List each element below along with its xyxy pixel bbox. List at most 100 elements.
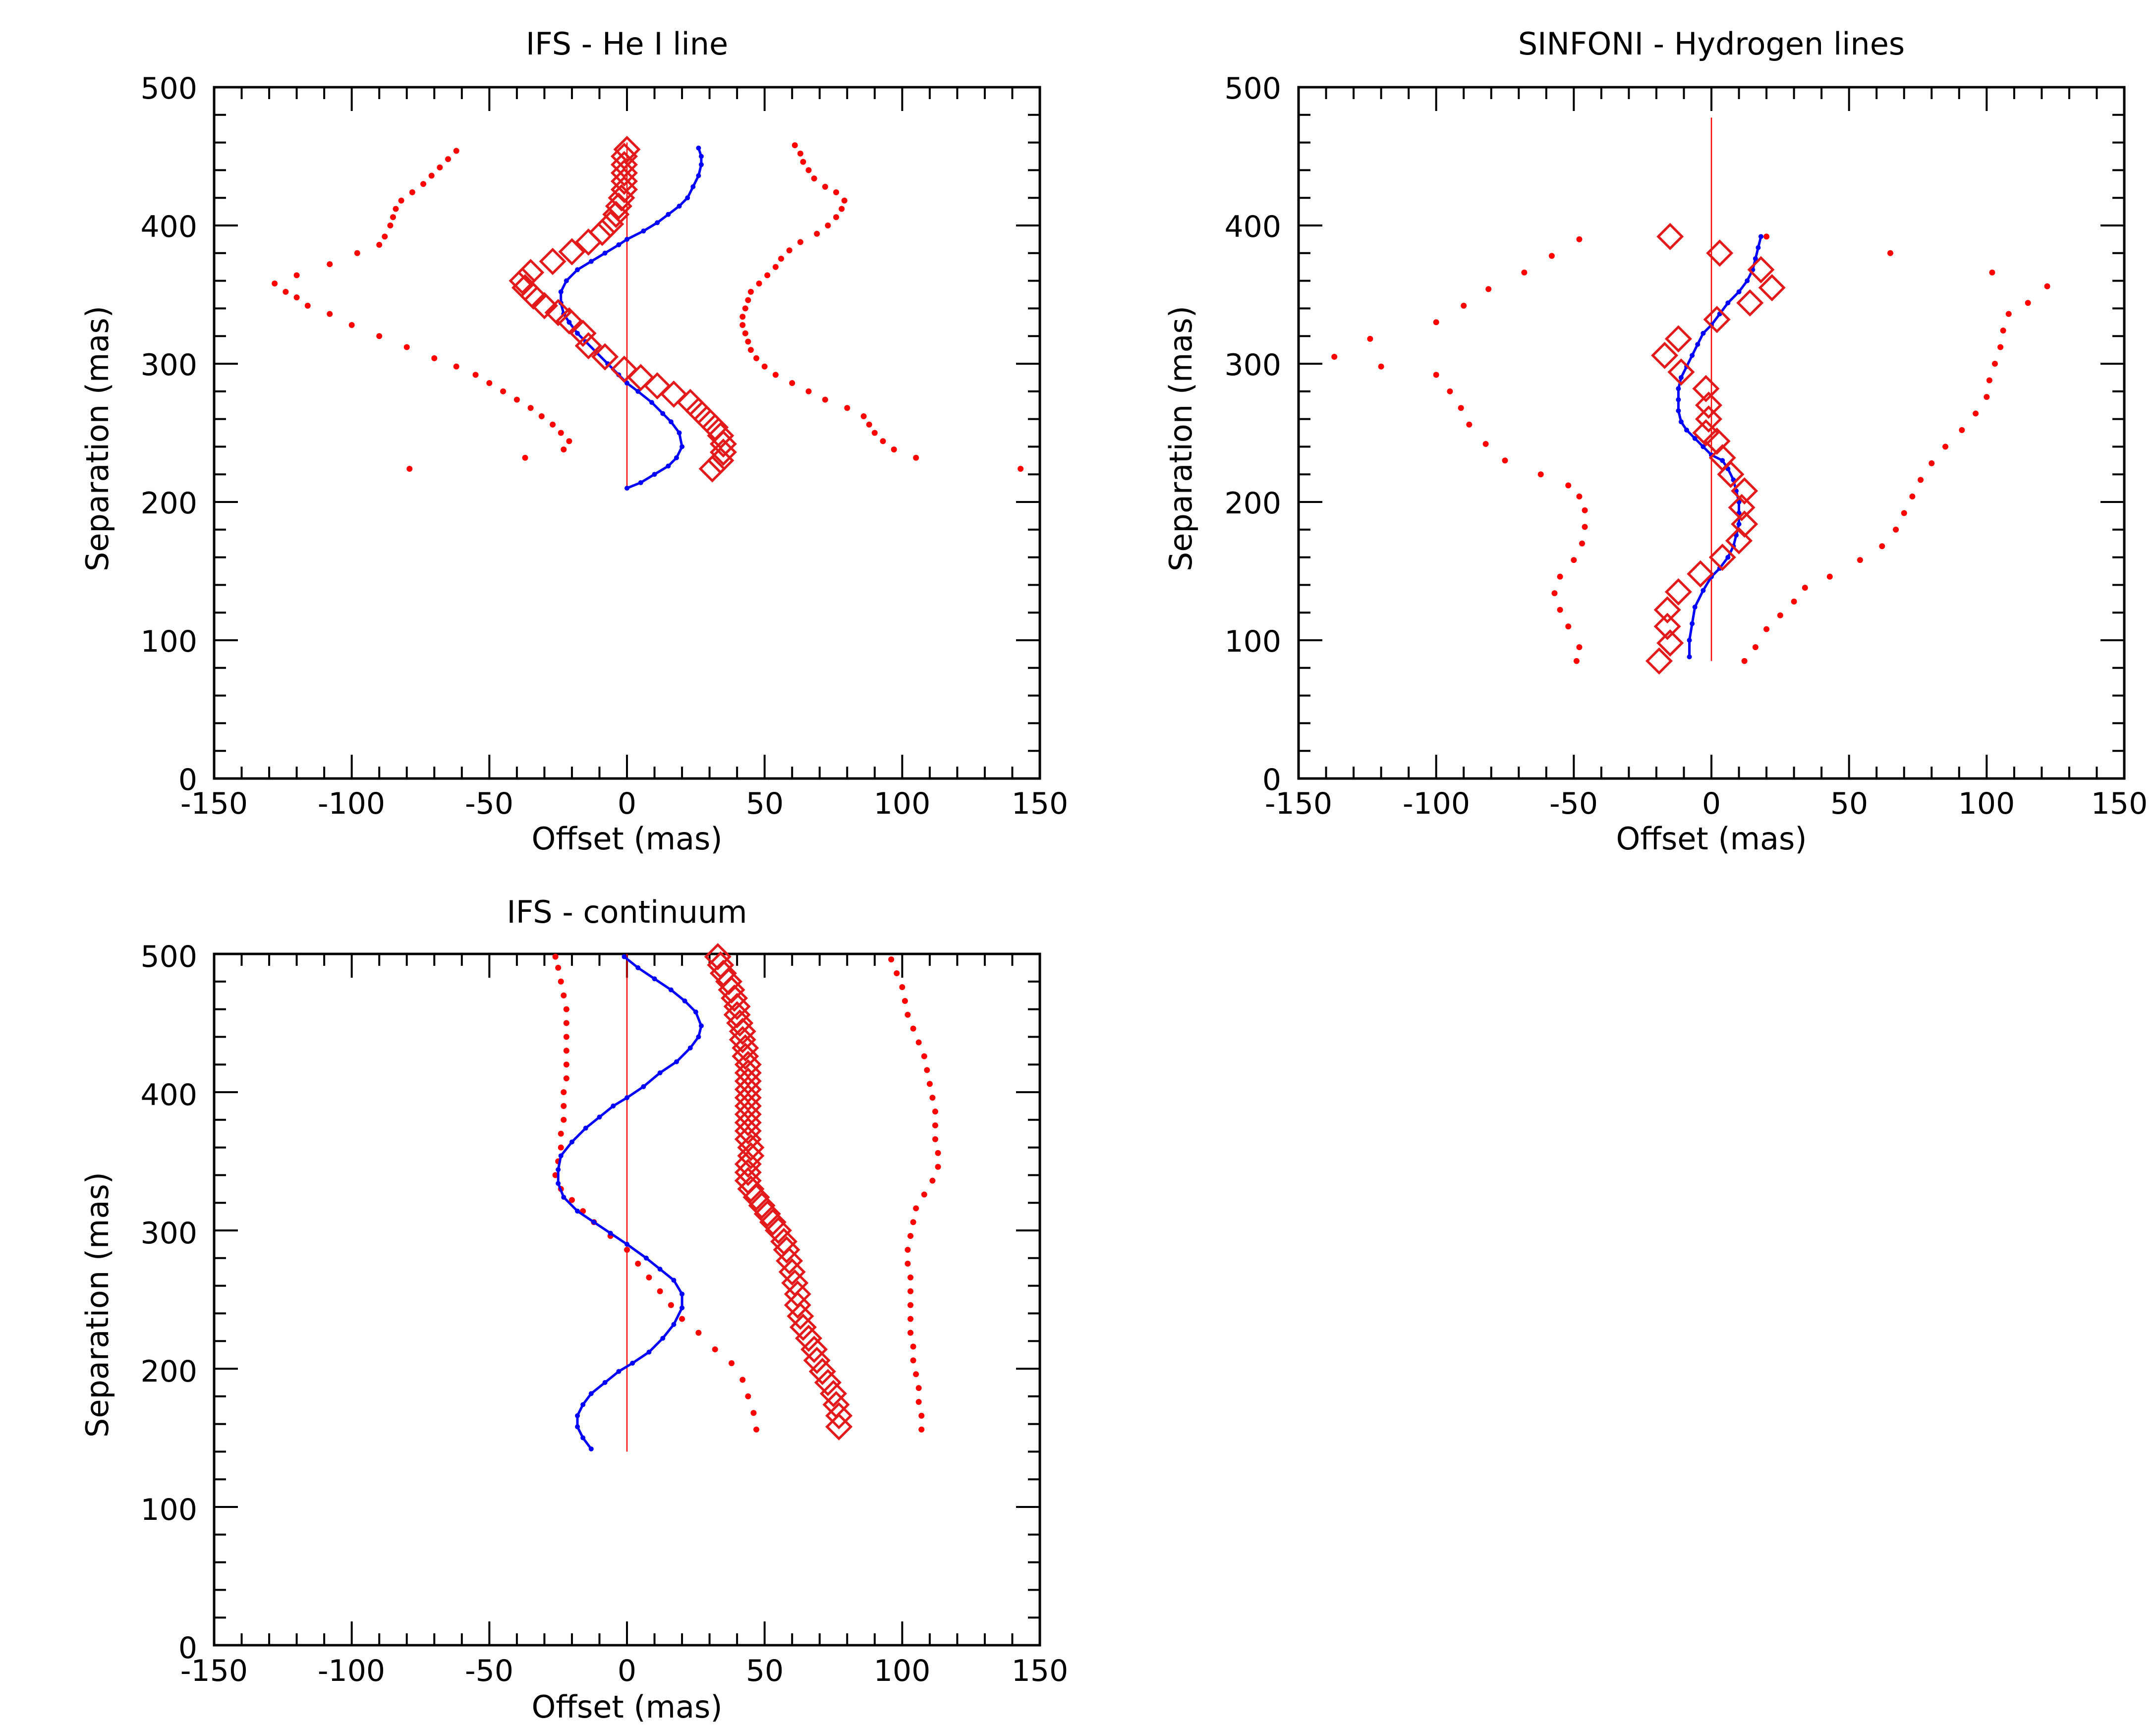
model-point bbox=[635, 389, 641, 394]
model-point bbox=[556, 1167, 561, 1172]
offset-diamond-point bbox=[1664, 325, 1692, 353]
y-tick-label: 100 bbox=[140, 1493, 197, 1527]
upper-bound-point bbox=[742, 305, 748, 312]
lower-bound-point bbox=[563, 1020, 569, 1026]
x-tick-label: -150 bbox=[1265, 786, 1332, 821]
lower-bound-point bbox=[739, 1377, 746, 1383]
lower-bound-point bbox=[563, 1034, 569, 1040]
offset-diamond-point bbox=[726, 1009, 754, 1037]
x-tick-label: 0 bbox=[1702, 786, 1721, 821]
y-tick-label: 300 bbox=[140, 1216, 197, 1251]
model-point bbox=[1678, 419, 1684, 425]
offset-diamond-point bbox=[569, 320, 597, 347]
model-point bbox=[1701, 444, 1706, 449]
model-point bbox=[660, 411, 666, 416]
upper-bound-point bbox=[1901, 510, 1907, 516]
model-point bbox=[1756, 245, 1761, 250]
lower-bound-point bbox=[657, 1288, 663, 1294]
model-point bbox=[682, 998, 687, 1003]
y-tick-label: 200 bbox=[140, 1354, 197, 1389]
x-tick-label: -50 bbox=[465, 1654, 513, 1688]
model-point bbox=[1684, 427, 1690, 433]
offset-diamond-point bbox=[1703, 306, 1731, 334]
lower-bound-point bbox=[393, 206, 399, 212]
model-point bbox=[649, 400, 654, 405]
upper-bound-point bbox=[907, 1330, 913, 1336]
upper-bound-point bbox=[918, 1412, 925, 1419]
upper-bound-point bbox=[1918, 477, 1924, 483]
model-point bbox=[696, 1034, 701, 1040]
model-point bbox=[1753, 256, 1758, 261]
offset-diamond-point bbox=[764, 1217, 792, 1244]
offset-diamond-point bbox=[734, 1092, 762, 1120]
offset-diamond-point bbox=[608, 184, 635, 212]
y-tick-label: 400 bbox=[140, 210, 197, 244]
upper-bound-point bbox=[844, 405, 851, 411]
model-point bbox=[657, 1070, 663, 1075]
model-point bbox=[1692, 436, 1698, 441]
offset-diamond-point bbox=[1731, 510, 1759, 538]
model-point bbox=[693, 1009, 698, 1015]
lower-bound-point bbox=[561, 446, 567, 452]
offset-diamond-point bbox=[1645, 647, 1673, 675]
offset-diamond-point bbox=[1731, 477, 1759, 505]
x-axis-label: Offset (mas) bbox=[531, 1689, 722, 1725]
offset-diamond-point bbox=[605, 192, 632, 220]
lower-bound-point bbox=[695, 1330, 702, 1336]
upper-bound-point bbox=[932, 1136, 938, 1142]
model-point bbox=[558, 1153, 564, 1159]
offset-diamond-point bbox=[753, 1200, 781, 1228]
upper-bound-point bbox=[910, 1357, 916, 1364]
panel-ifs-continuum: IFS - continuum Offset (mas) Separation … bbox=[79, 894, 1068, 1725]
model-point bbox=[1676, 408, 1681, 413]
lower-bound-point bbox=[561, 1116, 567, 1123]
model-point bbox=[1676, 397, 1681, 402]
offset-diamond-point bbox=[558, 238, 586, 266]
upper-bound-point bbox=[1802, 584, 1808, 591]
upper-bound-point bbox=[871, 430, 878, 436]
offset-diamond-point bbox=[748, 1192, 776, 1220]
lower-bound-point bbox=[745, 1393, 751, 1399]
offset-diamond-point bbox=[677, 389, 704, 416]
upper-bound-point bbox=[894, 970, 900, 977]
upper-bound-point bbox=[915, 1385, 922, 1391]
upper-bound-point bbox=[918, 1426, 925, 1433]
upper-bound-point bbox=[764, 272, 771, 278]
offset-diamond-point bbox=[698, 455, 726, 483]
model-point bbox=[655, 220, 660, 225]
model-point bbox=[624, 236, 629, 242]
lower-bound-point bbox=[354, 250, 360, 256]
upper-bound-point bbox=[2025, 300, 2031, 306]
offset-diamond-point bbox=[1695, 391, 1722, 419]
x-tick-label: -50 bbox=[465, 786, 513, 821]
offset-diamond-point bbox=[509, 267, 536, 295]
upper-bound-point bbox=[2000, 328, 2006, 334]
offset-diamond-point bbox=[734, 1109, 762, 1136]
model-point bbox=[1687, 638, 1692, 643]
lower-bound-point bbox=[327, 311, 333, 317]
model-curve bbox=[557, 955, 703, 1450]
upper-bound-point bbox=[907, 1288, 913, 1294]
offset-diamond-point bbox=[1695, 405, 1722, 433]
offset-diamond-point bbox=[1708, 444, 1736, 472]
upper-bound-point bbox=[926, 1081, 933, 1087]
lower-bound-point bbox=[624, 1247, 630, 1253]
model-point bbox=[1692, 605, 1698, 610]
upper-bound-point bbox=[797, 239, 803, 245]
upper-bound-point bbox=[2005, 311, 2012, 317]
upper-bound-point bbox=[891, 446, 897, 452]
upper-bound-point bbox=[921, 1053, 927, 1059]
lower-bound-point bbox=[635, 1260, 641, 1267]
lower-bound-point bbox=[398, 197, 404, 204]
model-point bbox=[643, 1255, 649, 1261]
offset-diamond-point bbox=[781, 1269, 809, 1297]
x-axis-label: Offset (mas) bbox=[1616, 821, 1807, 857]
y-tick-label: 500 bbox=[1224, 71, 1281, 106]
upper-bound-point bbox=[1763, 626, 1770, 632]
y-tick-label: 500 bbox=[140, 940, 197, 974]
upper-bound-point bbox=[1752, 644, 1759, 650]
upper-bound-point bbox=[907, 1233, 913, 1239]
upper-bound-point bbox=[915, 1039, 922, 1046]
upper-bound-point bbox=[822, 396, 828, 403]
lower-bound-point bbox=[563, 1061, 569, 1068]
